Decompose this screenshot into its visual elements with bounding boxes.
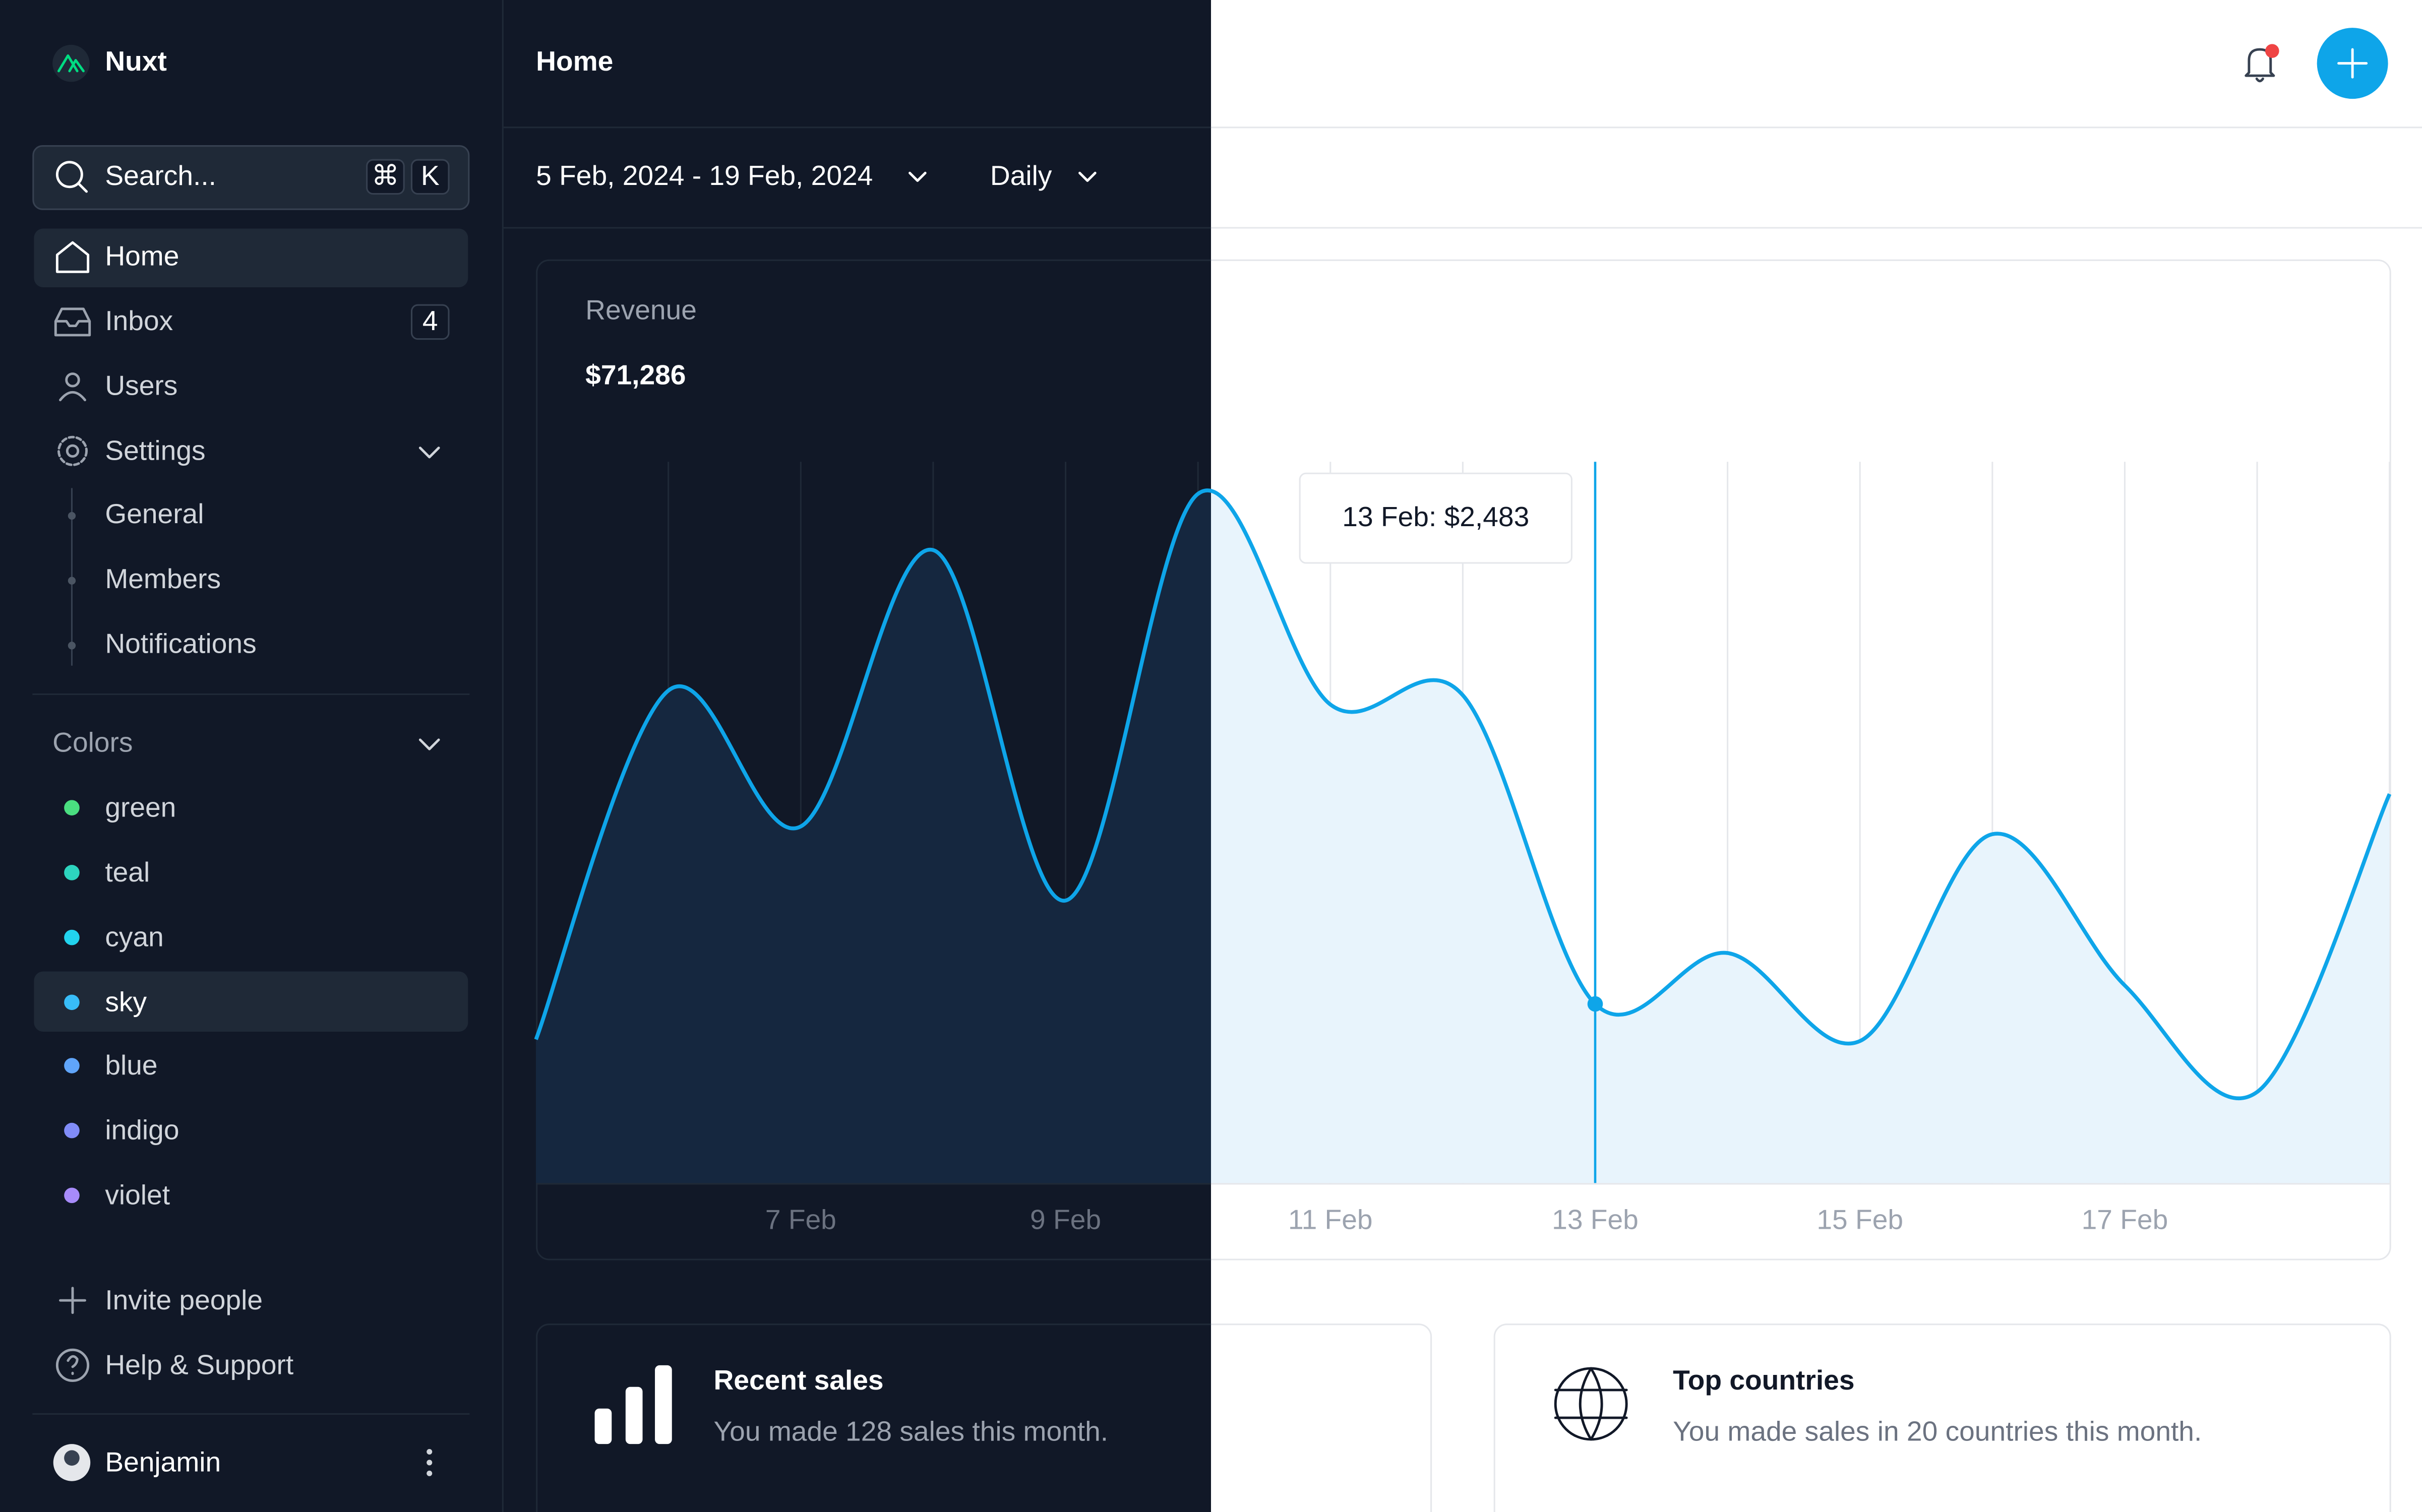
chart: 7 Feb 9 Feb 11 Feb 13 Feb 15 Feb 17 Feb 13 Feb… xyxy=(534,462,2392,1235)
tree-dot xyxy=(68,642,76,650)
kbd xyxy=(366,159,405,195)
card-title: Recent sales xyxy=(713,1364,883,1396)
help-icon xyxy=(55,1348,90,1382)
brand: Nuxt xyxy=(105,45,167,77)
kbd xyxy=(410,159,450,195)
x-tick-label: 7 Feb xyxy=(765,1204,836,1235)
user-name[interactable]: Benjamin xyxy=(105,1446,221,1478)
x-tick-label: 11 Feb xyxy=(1288,1204,1373,1235)
avatar xyxy=(64,1450,80,1466)
bars-icon xyxy=(594,1408,612,1444)
nav-item[interactable]: Settings xyxy=(105,434,205,466)
color-dot xyxy=(64,994,80,1011)
tooltip xyxy=(1299,472,1572,564)
color-item[interactable]: indigo xyxy=(105,1114,179,1146)
card xyxy=(536,1324,1432,1512)
globe-icon xyxy=(1554,1367,1628,1441)
card-subtitle: You made sales in 20 countries this mont… xyxy=(1673,1415,2202,1446)
chevron[interactable] xyxy=(1078,171,1097,182)
color-dot xyxy=(64,1122,80,1139)
area xyxy=(536,490,2390,1183)
sub-nav-item[interactable]: Members xyxy=(105,563,221,594)
page-title: Home xyxy=(536,45,613,77)
menu-dots[interactable] xyxy=(427,1470,433,1476)
x-tick-label: 9 Feb xyxy=(1030,1204,1101,1235)
card-title: Top countries xyxy=(1673,1364,1854,1396)
card xyxy=(1493,1324,2391,1512)
inbox-icon xyxy=(54,307,91,337)
footer-link[interactable]: Help & Support xyxy=(105,1349,293,1380)
color-item[interactable]: sky xyxy=(105,986,147,1017)
color-dot xyxy=(64,1058,80,1074)
chart-total: $71,286 xyxy=(585,359,686,390)
date-range[interactable]: 5 Feb, 2024 - 19 Feb, 2024 xyxy=(536,160,873,191)
x-tick-label: 17 Feb xyxy=(2082,1204,2168,1235)
kbd-key: K xyxy=(421,160,440,191)
bell[interactable] xyxy=(2245,48,2275,83)
search-icon xyxy=(55,161,83,188)
sub-nav-item[interactable]: Notifications xyxy=(105,627,256,659)
line xyxy=(534,488,2392,1101)
color-dot xyxy=(64,1187,80,1204)
kbd-key: ⌘ xyxy=(372,160,399,191)
search-icon xyxy=(77,182,88,193)
nav-active xyxy=(34,228,468,287)
nav-item[interactable]: Users xyxy=(105,370,177,401)
chart-title: Revenue xyxy=(585,294,697,326)
nav-active xyxy=(34,971,468,1032)
nav-item[interactable]: Home xyxy=(105,240,179,271)
color-item[interactable]: violet xyxy=(105,1179,170,1210)
tree-dot xyxy=(68,512,76,520)
sub-nav-item[interactable]: General xyxy=(105,498,204,529)
users-icon xyxy=(59,391,86,402)
color-dot xyxy=(64,929,80,946)
notification-dot xyxy=(2265,44,2279,58)
x-tick-label: 13 Feb xyxy=(1552,1204,1639,1235)
highlight-point xyxy=(1587,996,1603,1012)
tree-dot xyxy=(68,577,76,585)
logo-mark xyxy=(57,54,85,73)
nav-item[interactable]: Inbox xyxy=(105,305,173,336)
color-dot xyxy=(64,865,80,880)
chevron[interactable] xyxy=(418,447,440,459)
users-icon xyxy=(65,372,80,388)
search-box[interactable] xyxy=(32,145,470,210)
badge-count: 4 xyxy=(422,305,438,336)
settings-icon xyxy=(66,444,80,458)
color-dot xyxy=(64,800,80,815)
period[interactable]: Daily xyxy=(990,160,1052,191)
color-item[interactable]: blue xyxy=(105,1049,157,1081)
chevron[interactable] xyxy=(909,171,927,182)
search-placeholder: Search... xyxy=(105,160,216,191)
footer-link[interactable]: Invite people xyxy=(105,1284,263,1315)
tooltip-text: 13 Feb: $2,483 xyxy=(1342,501,1529,532)
logo xyxy=(52,44,90,82)
menu-dots[interactable] xyxy=(427,1448,433,1455)
color-item[interactable]: green xyxy=(105,791,176,823)
x-tick-label: 15 Feb xyxy=(1816,1204,1903,1235)
settings-icon xyxy=(57,435,88,466)
menu-dots[interactable] xyxy=(427,1460,433,1466)
home-icon xyxy=(55,241,90,273)
bars-icon xyxy=(655,1365,672,1444)
sidebar: Nuxt Search... ⌘ K Home Inbox 4 Users Se… xyxy=(32,44,470,1481)
chevron[interactable] xyxy=(418,738,440,750)
help-icon xyxy=(67,1355,79,1375)
color-item[interactable]: cyan xyxy=(105,921,163,953)
bars-icon xyxy=(625,1387,643,1444)
color-item[interactable]: teal xyxy=(105,856,150,888)
plus-icon xyxy=(59,1287,86,1314)
section-heading[interactable]: Colors xyxy=(52,727,133,758)
card-subtitle: You made 128 sales this month. xyxy=(713,1415,1108,1446)
add-icon xyxy=(2337,48,2368,79)
badge xyxy=(410,304,450,340)
